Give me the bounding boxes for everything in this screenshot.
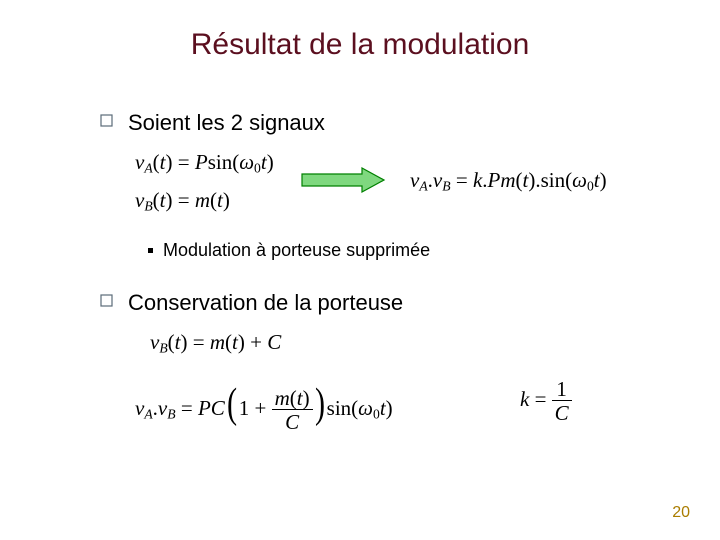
eq-product-1: vA.vB = k.Pm(t).sin(ω0t) bbox=[410, 168, 607, 194]
dot-bullet-icon bbox=[148, 248, 153, 253]
bullet-2-text: Conservation de la porteuse bbox=[128, 290, 403, 316]
sub-bullet-1-text: Modulation à porteuse supprimée bbox=[163, 240, 430, 261]
slide-title: Résultat de la modulation bbox=[0, 28, 720, 62]
square-bullet-icon bbox=[100, 114, 114, 128]
arrow-icon bbox=[300, 166, 388, 194]
slide: { "title": { "text": "Résultat de la mod… bbox=[0, 0, 720, 540]
eq-vB: vB(t) = m(t) bbox=[135, 188, 230, 214]
eq-k: k = 1C bbox=[520, 378, 572, 424]
page-number: 20 bbox=[672, 504, 690, 522]
eq-vA: vA(t) = Psin(ω0t) bbox=[135, 150, 274, 176]
bullet-1-text: Soient les 2 signaux bbox=[128, 110, 325, 136]
sub-bullet-1: Modulation à porteuse supprimée bbox=[148, 240, 430, 261]
bullet-1: Soient les 2 signaux bbox=[100, 110, 325, 136]
square-bullet-icon bbox=[100, 294, 114, 308]
eq-product-2: vA.vB = PC(1 + m(t)C)sin(ω0t) bbox=[135, 378, 393, 433]
eq-vB2: vB(t) = m(t) + C bbox=[150, 330, 281, 356]
bullet-2: Conservation de la porteuse bbox=[100, 290, 403, 316]
